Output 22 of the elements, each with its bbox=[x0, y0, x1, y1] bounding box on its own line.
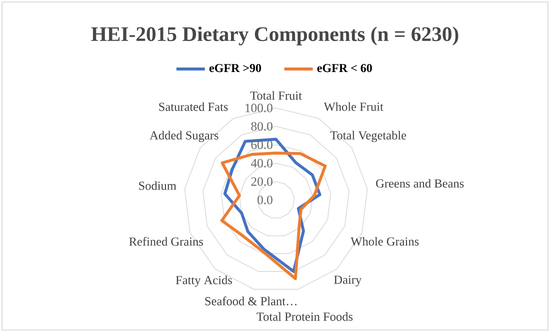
spoke-label: Added Sugars bbox=[150, 130, 218, 142]
spoke-label: Total Protein Foods bbox=[256, 312, 353, 321]
spoke-label: Total Vegetable bbox=[330, 130, 406, 142]
y-tick-label: 100.0 bbox=[246, 104, 272, 112]
y-tick-label: 60.0 bbox=[251, 140, 272, 150]
spoke-label: Whole Fruit bbox=[324, 102, 384, 111]
legend-label: eGFR < 60 bbox=[317, 64, 372, 72]
spoke-label: Fatty Acids bbox=[176, 276, 232, 287]
spoke-label: Seafood & Plant… bbox=[205, 296, 297, 306]
legend-label: eGFR >90 bbox=[209, 64, 262, 72]
spoke-label: Dairy bbox=[334, 276, 362, 286]
spoke-label: Refined Grains bbox=[129, 237, 203, 246]
y-tick-label: 80.0 bbox=[251, 122, 272, 131]
spoke-label: Greens and Beans bbox=[376, 178, 464, 188]
spoke-label: Saturated Fats bbox=[159, 102, 228, 111]
y-tick-label: 20.0 bbox=[251, 177, 272, 186]
y-tick-label: 0.0 bbox=[258, 196, 272, 204]
y-tick-label: 40.0 bbox=[250, 158, 272, 168]
chart-title: HEI-2015 Dietary Components (n = 6230) bbox=[91, 26, 458, 46]
spoke-label: Total Fruit bbox=[250, 91, 302, 100]
spoke-label: Sodium bbox=[139, 181, 176, 190]
spoke-label: Whole Grains bbox=[350, 237, 419, 246]
